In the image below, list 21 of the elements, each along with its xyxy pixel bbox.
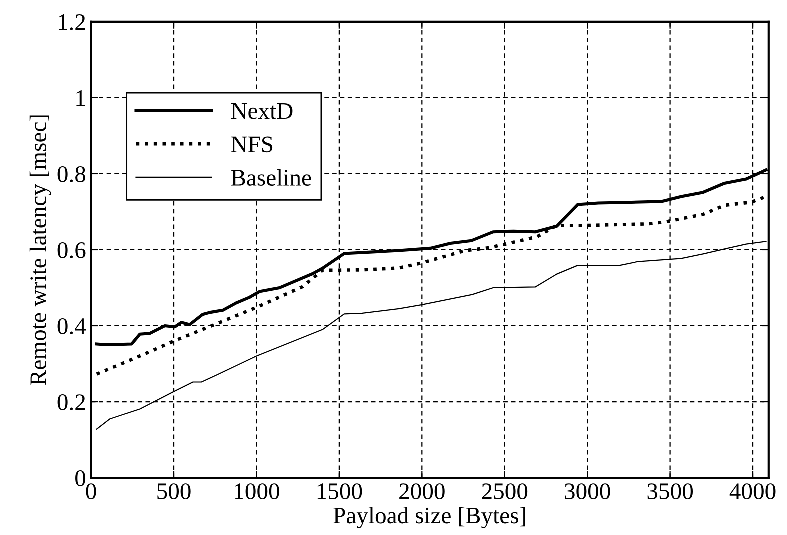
legend-label: NFS [231, 136, 273, 153]
x-tick-label: 1000 [235, 484, 280, 500]
x-tick-label: 4000 [730, 484, 776, 500]
y-tick-label: 0.6 [58, 242, 86, 259]
x-axis-title: Payload size [Bytes] [334, 507, 526, 529]
x-tick-label: 1500 [318, 484, 362, 500]
y-axis-title: Remote write latency [msec] [30, 116, 52, 386]
y-tick-label: 1 [76, 90, 86, 106]
y-tick-label: 0.2 [58, 394, 86, 411]
x-tick-label: 0 [86, 484, 96, 500]
legend-label: NextD [231, 104, 293, 120]
x-tick-label: 2000 [400, 484, 445, 500]
y-tick-label: 0.4 [58, 318, 86, 335]
x-tick-label: 2500 [482, 484, 528, 500]
x-tick-label: 3000 [565, 484, 610, 500]
y-tick-label: 0.8 [58, 166, 86, 182]
y-tick-label: 1.2 [58, 14, 86, 30]
x-tick-label: 500 [158, 484, 191, 500]
legend-label: Baseline [231, 169, 312, 186]
x-tick-label: 3500 [648, 484, 694, 500]
y-tick-label: 0 [76, 470, 86, 486]
